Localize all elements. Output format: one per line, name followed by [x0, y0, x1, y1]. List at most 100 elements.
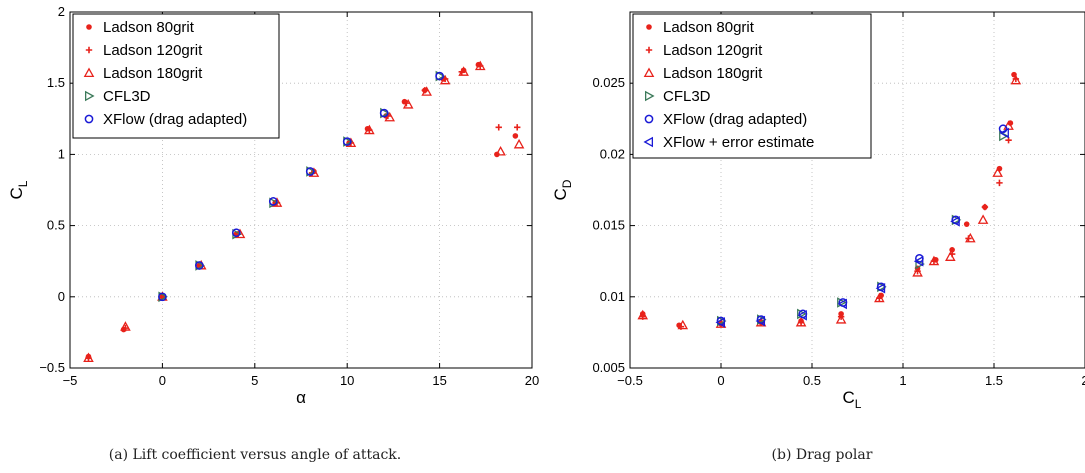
dot-marker	[512, 133, 519, 139]
plus-marker	[996, 179, 1003, 187]
lift-curve-grid	[70, 12, 532, 368]
series-4-circle	[158, 71, 444, 302]
x-tick-label: 20	[525, 373, 539, 388]
x-tick-label: −5	[63, 373, 78, 388]
lift-curve-axes: −5 0 5 10 15 20 −0.5 0 0.5 1 1.5 2 α CL	[7, 4, 539, 407]
legend-entry-label: XFlow (drag adapted)	[103, 111, 247, 128]
legend-box	[72, 13, 280, 139]
legend-entry-label: Ladson 120grit	[663, 42, 763, 59]
y-tick-label: 1	[58, 146, 65, 161]
legend-triangle-up-marker	[643, 67, 655, 78]
triangle-left-marker	[950, 216, 960, 227]
circle-marker	[268, 197, 278, 206]
triangle-left-marker	[797, 310, 807, 321]
legend-circle-marker	[644, 114, 654, 124]
drag-polar-legend: Ladson 80grit Ladson 120grit Ladson 180gri…	[632, 13, 872, 159]
x-tick-label: 2	[1081, 373, 1085, 388]
triangle-up-marker	[234, 228, 246, 239]
drag-polar-panel: −0.500.511.520.0050.010.0150.020.025CLCD…	[551, 11, 1085, 463]
y-axis-label: CD	[551, 179, 574, 200]
triangle-right-marker	[797, 308, 807, 320]
plot-frame	[69, 11, 533, 369]
x-axis-label: α	[296, 388, 306, 407]
plot-frame	[629, 11, 1085, 369]
y-tick-label: 0.5	[47, 218, 65, 233]
lift-curve-panel: −5 0 5 10 15 20 −0.5 0 0.5 1 1.5 2 α CL Ladson 80grit…	[7, 4, 539, 463]
triangle-up-marker	[835, 314, 847, 324]
circle-marker	[195, 261, 204, 270]
circle-marker	[342, 137, 352, 146]
drag-polar-data	[637, 71, 1022, 330]
circle-marker	[379, 108, 389, 118]
triangle-up-marker	[874, 292, 885, 303]
triangle-up-marker	[421, 86, 432, 96]
x-tick-label: 5	[251, 373, 258, 388]
plus-marker	[495, 124, 502, 131]
legend-plus-marker	[85, 46, 93, 54]
x-tick-label: 10	[340, 373, 354, 388]
triangle-up-marker	[271, 197, 283, 207]
triangle-up-marker	[439, 74, 451, 85]
x-axis-label: CL	[843, 388, 862, 411]
triangle-up-marker	[928, 255, 940, 266]
triangle-up-marker	[513, 138, 525, 149]
triangle-up-marker	[912, 267, 923, 277]
triangle-right-marker	[999, 130, 1009, 142]
triangle-up-marker	[795, 316, 807, 327]
x-tick-label: 1.5	[985, 373, 1003, 388]
triangle-up-marker	[677, 319, 689, 330]
y-tick-label: 0.02	[600, 146, 625, 161]
y-tick-label: 0.005	[592, 360, 625, 375]
triangle-up-marker	[120, 321, 131, 331]
y-tick-label: 0.025	[592, 75, 625, 90]
legend-triangle-up-marker	[83, 67, 95, 78]
legend-entry-label: XFlow + error estimate	[663, 134, 814, 151]
lift-curve-data	[83, 60, 525, 363]
legend-triangle-right-marker	[84, 90, 95, 102]
triangle-up-marker	[474, 60, 486, 71]
circle-marker	[435, 71, 444, 81]
triangle-up-marker	[402, 99, 414, 109]
y-tick-label: 0	[58, 289, 65, 304]
y-tick-label: 0.01	[600, 289, 625, 304]
triangle-left-marker	[715, 317, 726, 328]
y-tick-label: −0.5	[39, 360, 65, 375]
legend-triangle-right-marker	[644, 90, 655, 102]
legend-dot-marker	[86, 24, 92, 30]
x-tick-label: 1	[899, 373, 906, 388]
triangle-left-marker	[837, 298, 847, 310]
series-2-triangle-up	[83, 60, 525, 363]
legend-entry-label: Ladson 180grit	[663, 65, 763, 82]
x-tick-label: 0	[159, 373, 166, 388]
triangle-up-marker	[977, 214, 989, 224]
plus-marker	[981, 203, 989, 211]
triangle-left-marker	[755, 315, 766, 327]
lift-curve-legend: Ladson 80grit Ladson 120grit Ladson 180gri…	[72, 13, 280, 139]
triangle-up-marker	[965, 232, 976, 243]
x-axis-label-main: C	[843, 388, 855, 407]
drag-polar-caption: (b) Drag polar	[772, 447, 873, 463]
legend-entry-label: Ladson 180grit	[103, 65, 203, 82]
y-tick-label: 2	[58, 4, 65, 19]
lift-curve-caption: (a) Lift coefficient versus angle of att…	[109, 447, 401, 463]
legend-entry-label: XFlow (drag adapted)	[663, 111, 807, 128]
legend-triangle-left-marker	[643, 136, 654, 148]
x-tick-label: 15	[432, 373, 446, 388]
triangle-left-marker	[913, 255, 924, 267]
legend-circle-marker	[84, 114, 94, 124]
x-tick-label: 0	[717, 373, 724, 388]
plus-marker	[514, 124, 521, 131]
triangle-up-marker	[83, 352, 94, 363]
x-tick-label: 0.5	[803, 373, 821, 388]
triangle-up-marker	[637, 309, 649, 320]
dot-marker	[949, 247, 955, 253]
legend-entry-label: CFL3D	[663, 88, 711, 105]
legend-entry-label: Ladson 120grit	[103, 42, 203, 59]
legend-box	[632, 13, 872, 159]
y-tick-label: 1.5	[47, 75, 65, 90]
y-axis-label-sub: D	[560, 179, 574, 188]
legend-plus-marker	[645, 46, 653, 54]
circle-marker	[158, 292, 167, 302]
